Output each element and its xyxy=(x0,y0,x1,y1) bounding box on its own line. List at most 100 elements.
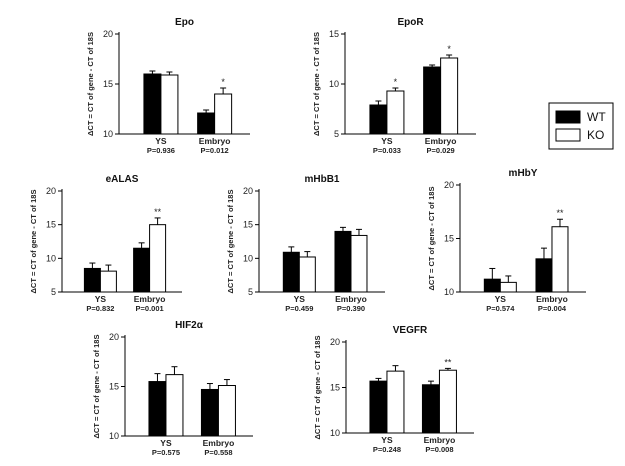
epo-ylabel: ΔCT = CT of gene - CT of 18S xyxy=(86,32,95,136)
hif2a-title: HIF2α xyxy=(175,320,204,331)
epor-ytick-label-1: 10 xyxy=(329,79,339,89)
mhbb1-title: mHbB1 xyxy=(304,174,339,185)
epor-bar-ko-embryo xyxy=(440,57,459,135)
ealas-category-ys: YS xyxy=(95,294,107,304)
epo-pvalue-embryo: P=0.012 xyxy=(201,146,229,155)
hif2a-bar-wt-embryo xyxy=(200,388,219,437)
mhby-title: mHbY xyxy=(509,168,538,179)
ealas-sig-embryo: ** xyxy=(154,207,162,217)
hif2a-ytick-label-0: 10 xyxy=(109,431,119,441)
mhbb1-pvalue-embryo: P=0.390 xyxy=(337,304,365,313)
hif2a-pvalue-ys: P=0.575 xyxy=(152,448,180,457)
epo-bar-ko-ys xyxy=(160,74,179,135)
chart-ealas: 5 10 15 20 eALAS ΔCT = CT of gene - CT of 18S… xyxy=(29,174,182,313)
mhbb1-bar-wt-ys xyxy=(282,251,300,293)
mhby-ytick-label-1: 15 xyxy=(444,234,454,244)
mhby-sig-embryo: ** xyxy=(556,208,564,218)
ealas-title: eALAS xyxy=(106,174,139,185)
ealas-ylabel: ΔCT = CT of gene - CT of 18S xyxy=(29,190,38,294)
epor-category-ys: YS xyxy=(381,136,393,146)
hif2a-category-embryo: Embryo xyxy=(203,438,235,448)
ealas-bar-wt-ys xyxy=(83,267,101,293)
hif2a-bar-ko-ys xyxy=(165,374,184,437)
vegfr-sig-embryo: ** xyxy=(444,357,452,367)
mhbb1-ytick-label-0: 5 xyxy=(248,287,253,297)
ealas-pvalue-embryo: P=0.001 xyxy=(136,304,164,313)
vegfr-bar-wt-embryo xyxy=(421,384,440,434)
mhbb1-pvalue-ys: P=0.459 xyxy=(285,304,313,313)
mhbb1-ytick-label-2: 15 xyxy=(243,220,253,230)
epor-pvalue-embryo: P=0.029 xyxy=(427,146,455,155)
vegfr-ytick-label-2: 20 xyxy=(330,337,340,347)
mhbb1-category-ys: YS xyxy=(294,294,306,304)
epo-ytick-label-0: 10 xyxy=(103,129,113,139)
vegfr-bar-ko-ys xyxy=(386,370,405,434)
mhby-category-ys: YS xyxy=(495,294,507,304)
vegfr-ytick-label-0: 10 xyxy=(330,428,340,438)
epor-pvalue-ys: P=0.033 xyxy=(373,146,401,155)
epo-ytick-label-2: 20 xyxy=(103,29,113,39)
epo-category-ys: YS xyxy=(155,136,167,146)
epor-bar-ko-ys xyxy=(386,90,405,135)
mhby-bar-wt-ys xyxy=(483,278,501,293)
epo-category-embryo: Embryo xyxy=(199,136,231,146)
ealas-ytick-label-3: 20 xyxy=(46,186,56,196)
hif2a-ytick-label-2: 20 xyxy=(109,332,119,342)
mhbb1-category-embryo: Embryo xyxy=(335,294,367,304)
epor-ytick-label-0: 5 xyxy=(334,129,339,139)
mhbb1-bar-ko-ys xyxy=(298,256,316,293)
epor-sig-ys: * xyxy=(394,77,398,87)
vegfr-category-ys: YS xyxy=(381,435,393,445)
mhby-bar-ko-embryo xyxy=(551,226,569,293)
mhbb1-ylabel: ΔCT = CT of gene - CT of 18S xyxy=(226,190,235,294)
mhby-bar-wt-embryo xyxy=(535,258,553,293)
ealas-category-embryo: Embryo xyxy=(134,294,166,304)
mhby-pvalue-ys: P=0.574 xyxy=(486,304,515,313)
ealas-ytick-label-1: 10 xyxy=(46,253,56,263)
epor-category-embryo: Embryo xyxy=(425,136,457,146)
chart-mhby: 10 15 20 mHbY ΔCT = CT of gene - CT of 18S YS… xyxy=(427,168,586,313)
ealas-bar-ko-ys xyxy=(99,270,117,293)
vegfr-pvalue-embryo: P=0.008 xyxy=(425,445,453,454)
chart-mhbb1: 5 10 15 20 mHbB1 ΔCT = CT of gene - CT of 18S… xyxy=(226,174,385,313)
epor-ytick-label-2: 15 xyxy=(329,29,339,39)
legend: WT KO xyxy=(548,102,614,150)
legend-label-ko: KO xyxy=(587,128,604,142)
mhbb1-bar-ko-embryo xyxy=(350,234,368,293)
vegfr-ytick-label-1: 15 xyxy=(330,383,340,393)
ealas-pvalue-ys: P=0.832 xyxy=(86,304,114,313)
hif2a-bar-wt-ys xyxy=(148,381,167,437)
hif2a-ytick-label-1: 15 xyxy=(109,382,119,392)
chart-hif2a: 10 15 20 HIF2α ΔCT = CT of gene - CT of 18S Y… xyxy=(92,320,253,457)
epo-ytick-label-1: 15 xyxy=(103,79,113,89)
legend-label-wt: WT xyxy=(587,110,606,124)
epo-title: Epo xyxy=(175,17,194,28)
epor-title: EpoR xyxy=(397,17,424,28)
vegfr-bar-wt-ys xyxy=(369,380,388,434)
vegfr-pvalue-ys: P=0.248 xyxy=(373,445,401,454)
epo-sig-embryo: * xyxy=(221,77,225,87)
epor-sig-embryo: * xyxy=(447,44,451,54)
mhby-ytick-label-0: 10 xyxy=(444,287,454,297)
epor-bar-wt-ys xyxy=(369,104,388,135)
mhbb1-ytick-label-1: 10 xyxy=(243,253,253,263)
mhbb1-ytick-label-3: 20 xyxy=(243,186,253,196)
epo-pvalue-ys: P=0.936 xyxy=(147,146,175,155)
ealas-bar-wt-embryo xyxy=(133,247,151,293)
vegfr-ylabel: ΔCT = CT of gene - CT of 18S xyxy=(313,336,322,440)
epor-bar-wt-embryo xyxy=(423,66,442,135)
ealas-ytick-label-2: 15 xyxy=(46,220,56,230)
epo-bar-ko-embryo xyxy=(214,93,233,135)
legend-swatch-wt xyxy=(555,110,581,124)
ealas-bar-ko-embryo xyxy=(149,224,167,293)
epo-bar-wt-ys xyxy=(143,73,162,135)
ealas-ytick-label-0: 5 xyxy=(51,287,56,297)
mhby-bar-ko-ys xyxy=(499,281,517,293)
hif2a-bar-ko-embryo xyxy=(217,385,236,437)
mhby-ylabel: ΔCT = CT of gene - CT of 18S xyxy=(427,187,436,291)
mhby-pvalue-embryo: P=0.004 xyxy=(538,304,567,313)
mhby-ytick-label-2: 20 xyxy=(444,180,454,190)
